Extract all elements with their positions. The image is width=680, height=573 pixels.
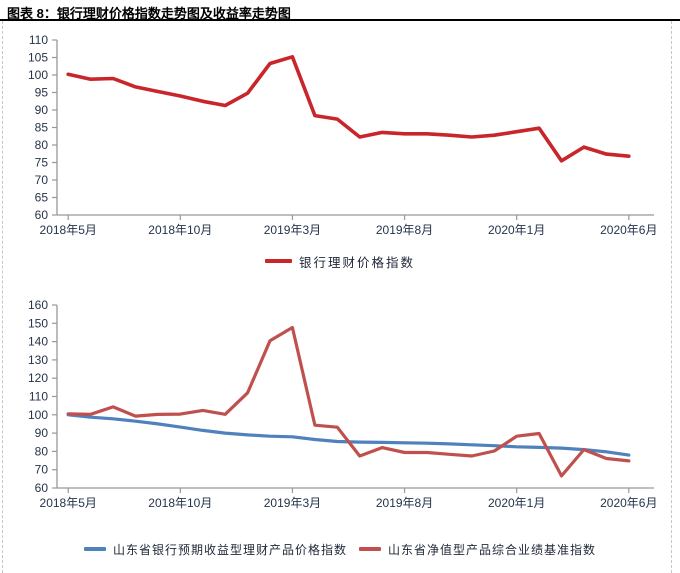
price-index-line-chart: 60 65 70 75 80 85 90 95 100 105 110 2018年5月 2018年10月… [28,33,658,237]
y-tick-label: 110 [29,33,48,47]
y-tick-label: 100 [28,68,48,82]
y-tick-label: 60 [35,481,49,495]
left-dashed-border [2,21,3,573]
right-dashed-border [671,21,672,573]
y-tick-label: 150 [28,316,48,330]
y-tick-label: 70 [35,173,49,187]
legend-label: 银行理财价格指数 [298,255,415,270]
y-tick-label: 140 [28,335,48,349]
figure-title: 图表 8：银行理财价格指数走势图及收益率走势图 [7,6,291,21]
x-tick-label: 2020年6月 [600,223,657,237]
shandong-index-line-chart: 60 70 80 90 100 110 120 130 140 150 160 2018年5月 2018… [28,298,658,510]
y-tick-label: 130 [28,353,48,367]
y-tick-label: 100 [28,408,48,422]
x-tick-label: 2018年5月 [40,496,97,510]
y-tick-label: 65 [35,191,49,205]
legend-label: 山东省净值型产品综合业绩基准指数 [388,542,597,557]
x-tick-label: 2019年3月 [264,223,321,237]
y-tick-label: 80 [35,138,49,152]
y-tick-label: 70 [35,463,49,477]
y-tick-label: 90 [35,426,49,440]
y-tick-label: 110 [29,390,48,404]
y-tick-label: 85 [35,121,49,135]
x-tick-label: 2019年8月 [376,496,433,510]
series-line [66,54,631,163]
y-tick-label: 95 [35,86,49,100]
y-tick-label: 75 [35,156,49,170]
blue-line-legend-marker [83,547,106,551]
y-tick-label: 90 [35,103,49,117]
price-index-chart-legend: 银行理财价格指数 [0,252,680,270]
x-tick-label: 2018年10月 [148,496,212,510]
red-line-legend-marker [264,259,292,263]
x-tick-label: 2019年8月 [376,223,433,237]
x-tick-label: 2018年5月 [40,223,97,237]
legend-item: 山东省银行预期收益型理财产品价格指数 [83,541,347,558]
legend-item: 银行理财价格指数 [264,252,415,271]
y-tick-label: 160 [28,298,48,312]
x-tick-label: 2018年10月 [148,223,212,237]
y-tick-label: 60 [35,208,49,222]
x-tick-label: 2020年1月 [488,496,545,510]
x-tick-label: 2020年1月 [488,223,545,237]
x-tick-label: 2019年3月 [264,496,321,510]
series-line [66,413,631,457]
legend-label: 山东省银行预期收益型理财产品价格指数 [112,542,347,557]
shandong-chart-legend: 山东省银行预期收益型理财产品价格指数 山东省净值型产品综合业绩基准指数 [0,540,680,558]
y-tick-label: 80 [35,444,49,458]
legend-item: 山东省净值型产品综合业绩基准指数 [359,541,596,558]
series-line [66,325,631,478]
x-tick-label: 2020年6月 [600,496,657,510]
figure-title-bar: 图表 8：银行理财价格指数走势图及收益率走势图 [0,0,680,21]
y-tick-label: 105 [28,51,48,65]
red-line-legend-marker [359,547,381,551]
y-tick-label: 120 [28,371,48,385]
